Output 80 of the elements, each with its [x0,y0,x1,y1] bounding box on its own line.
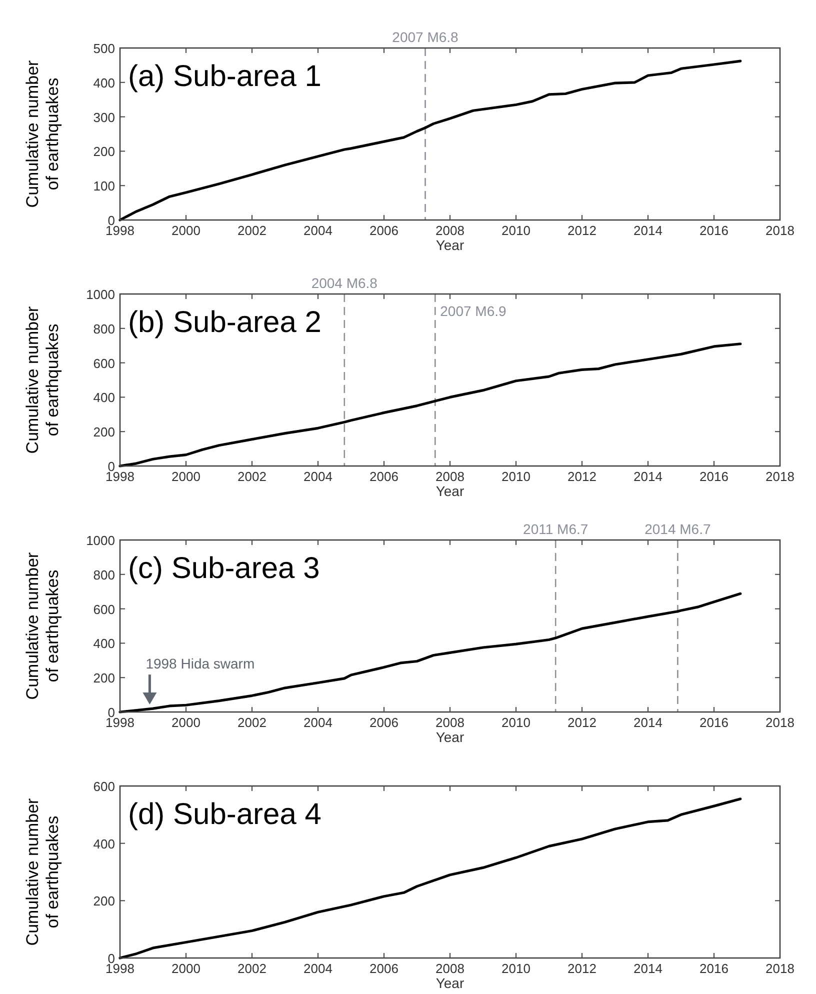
x-tick-label: 2014 [634,961,662,976]
y-tick-label: 200 [93,424,115,440]
x-tick-label: 2000 [172,223,200,238]
x-tick-label: 2000 [172,469,200,484]
x-tick-label: 2004 [304,961,332,976]
x-tick-label: 2002 [238,469,266,484]
x-tick-label: 2016 [700,961,728,976]
ref-line-label: 2011 M6.7 [523,521,588,537]
x-tick-label: 2014 [634,715,662,730]
y-axis-title: Cumulative number of earthquakes [23,798,62,946]
x-tick-label: 2008 [436,223,464,238]
x-axis-title: Year [436,483,464,499]
chart-title: (c) Sub-area 3 [128,552,320,585]
x-tick-label: 2018 [766,469,794,484]
x-tick-label: 2010 [502,223,530,238]
x-tick-label: 2012 [568,223,596,238]
x-tick-label: 2002 [238,715,266,730]
y-tick-label: 400 [93,390,115,406]
x-tick-label: 2014 [634,223,662,238]
x-tick-label: 2012 [568,961,596,976]
x-tick-label: 2016 [700,223,728,238]
x-tick-label: 2004 [304,469,332,484]
x-tick-label: 2010 [502,961,530,976]
chart-title: (d) Sub-area 4 [128,798,322,831]
x-tick-label: 2006 [370,469,398,484]
x-tick-label: 2008 [436,469,464,484]
y-tick-label: 600 [93,779,115,794]
y-tick-label: 800 [93,567,115,582]
y-tick-label: 400 [93,75,115,90]
y-tick-label: 200 [93,894,115,909]
x-tick-label: 2008 [436,715,464,730]
y-tick-label: 800 [93,321,115,336]
x-tick-label: 2010 [502,715,530,730]
x-tick-label: 2006 [370,961,398,976]
x-tick-label: 2006 [370,223,398,238]
x-tick-label: 2004 [304,223,332,238]
y-tick-label: 1000 [86,287,115,302]
y-tick-label: 600 [93,602,115,617]
y-axis-title: Cumulative number of earthquakes [23,306,62,454]
x-tick-label: 2012 [568,469,596,484]
x-tick-label: 2000 [172,961,200,976]
y-tick-label: 400 [93,836,115,852]
y-axis-title: Cumulative number of earthquakes [23,552,62,700]
y-tick-label: 400 [93,636,115,652]
y-axis-title: Cumulative number of earthquakes [23,60,62,208]
x-axis-title: Year [436,237,464,253]
line-series [118,592,742,714]
ref-line-label: 2007 M6.9 [440,303,507,319]
x-tick-label: 2018 [766,223,794,238]
ref-line-label: 2014 M6.7 [644,521,711,537]
ref-line-label: 2004 M6.8 [311,275,378,291]
chart-title: (a) Sub-area 1 [128,60,322,93]
line-series [118,342,742,468]
x-tick-label: 2000 [172,715,200,730]
y-tick-label: 600 [93,356,115,371]
x-tick-label: 2014 [634,469,662,484]
x-tick-label: 2016 [700,715,728,730]
x-tick-label: 2008 [436,961,464,976]
x-tick-label: 2016 [700,469,728,484]
y-tick-label: 200 [93,670,115,686]
y-tick-label: 100 [93,178,115,194]
x-tick-label: 2004 [304,715,332,730]
line-series [118,60,742,222]
x-tick-label: 2002 [238,961,266,976]
ref-line-label: 2007 M6.8 [392,29,459,45]
x-tick-label: 2006 [370,715,398,730]
chart-title: (b) Sub-area 2 [128,306,322,339]
annotation: 1998 Hida swarm [146,656,255,672]
y-tick-label: 1000 [86,533,115,548]
x-axis-title: Year [436,975,464,991]
x-tick-label: 2010 [502,469,530,484]
y-tick-label: 500 [93,41,115,56]
x-tick-label: 2012 [568,715,596,730]
x-axis-title: Year [436,729,464,745]
x-tick-label: 2018 [766,715,794,730]
y-tick-label: 300 [93,110,115,125]
x-tick-label: 2018 [766,961,794,976]
y-tick-label: 200 [93,144,115,160]
x-tick-label: 2002 [238,223,266,238]
line-series [118,798,742,960]
